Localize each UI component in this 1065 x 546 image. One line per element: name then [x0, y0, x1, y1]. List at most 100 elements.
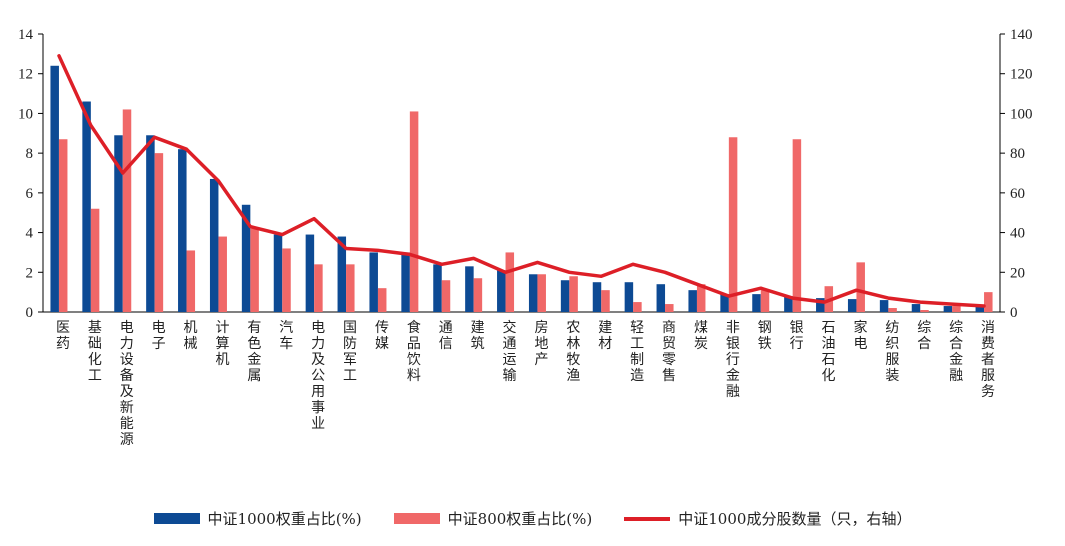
bar-series2 [537, 274, 546, 312]
legend-swatch-series1 [153, 513, 200, 524]
x-tick-label: 非银行金融 [726, 320, 740, 400]
bar-series2 [122, 109, 132, 312]
bar-series2 [409, 111, 419, 312]
y-tick-right-label: 120 [1010, 67, 1033, 83]
legend-label-series1: 中证1000权重占比(%) [207, 510, 362, 528]
x-tick-label: 钢铁 [758, 320, 772, 352]
bar-series1 [592, 282, 602, 312]
bar-series2 [633, 302, 642, 312]
x-tick-label: 机械 [184, 320, 198, 352]
x-tick-label: 电力及公用事业 [311, 320, 325, 432]
x-tick-label: 国防军工 [343, 320, 357, 384]
bar-series1 [975, 306, 985, 312]
combo-chart: 02468101214020406080100120140医药基础化工电力设备及… [18, 27, 1033, 448]
x-tick-label: 通信 [439, 320, 453, 352]
bar-series2 [154, 153, 164, 312]
x-tick-label: 综合 [917, 320, 931, 352]
bar-series1 [560, 280, 570, 312]
bar-series1 [688, 290, 697, 312]
bar-series1 [114, 135, 123, 312]
bar-series1 [720, 294, 729, 312]
y-tick-right-label: 60 [1010, 186, 1025, 202]
bar-series1 [879, 300, 889, 312]
legend-swatch-series2 [393, 513, 440, 524]
bar-series2 [760, 290, 770, 312]
x-tick-label: 纺织服装 [885, 320, 899, 384]
legend-label-series2: 中证800权重占比(%) [447, 510, 593, 528]
legend-item-series3: 中证1000成分股数量（只，右轴） [624, 508, 911, 529]
y-tick-right-label: 140 [1010, 27, 1033, 43]
bar-series1 [337, 236, 347, 312]
x-tick-label: 石油石化 [822, 320, 836, 384]
bar-series1 [847, 299, 857, 312]
y-tick-left-label: 12 [18, 67, 33, 83]
y-tick-left-label: 0 [26, 305, 34, 321]
y-tick-right-label: 40 [1010, 226, 1025, 242]
x-tick-label: 电子 [152, 320, 166, 352]
x-tick-label: 传媒 [375, 320, 389, 352]
x-tick-label: 家电 [853, 319, 867, 352]
bar-series1 [146, 135, 155, 312]
bar-series2 [728, 137, 738, 312]
bar-series2 [377, 288, 387, 312]
legend-item-series1: 中证1000权重占比(%) [153, 508, 362, 529]
bar-series2 [473, 278, 483, 312]
bar-series1 [656, 284, 666, 312]
bar-series1 [82, 101, 91, 312]
bar-series1 [433, 264, 442, 312]
bar-series1 [209, 178, 219, 312]
y-tick-left-label: 6 [26, 186, 34, 202]
y-tick-left-label: 14 [18, 27, 34, 43]
bar-series2 [696, 284, 706, 312]
bar-series1 [784, 296, 793, 312]
y-tick-left-label: 2 [26, 265, 34, 281]
bar-series2 [346, 264, 355, 312]
bar-series2 [665, 304, 674, 312]
bar-series2 [505, 252, 515, 312]
x-tick-label: 房地产 [534, 320, 548, 368]
legend-swatch-series3 [624, 516, 671, 521]
bar-series1 [241, 204, 251, 312]
bar-series1 [624, 282, 634, 312]
legend: 中证1000权重占比(%) 中证800权重占比(%) 中证1000成分股数量（只… [0, 508, 1065, 529]
bar-series2 [920, 310, 929, 312]
bar-series1 [752, 294, 761, 312]
bar-series2 [441, 280, 451, 312]
y-tick-left-label: 4 [26, 226, 34, 242]
bar-series1 [911, 304, 921, 312]
bar-series2 [314, 264, 323, 312]
legend-item-series2: 中证800权重占比(%) [393, 508, 593, 529]
bar-series1 [465, 266, 474, 312]
bar-series1 [305, 234, 315, 312]
x-tick-label: 轻工制造 [630, 320, 644, 384]
y-tick-right-label: 80 [1010, 146, 1025, 162]
bar-series1 [528, 274, 538, 312]
bar-series2 [952, 306, 961, 312]
x-tick-label: 建筑 [471, 320, 485, 352]
bar-series1 [816, 298, 825, 312]
x-tick-label: 医药 [56, 320, 70, 352]
x-tick-label: 基础化工 [88, 319, 102, 384]
bar-series1 [273, 234, 283, 312]
bar-series1 [401, 252, 410, 312]
y-tick-left-label: 8 [26, 146, 34, 162]
y-tick-right-label: 0 [1010, 305, 1018, 321]
x-tick-label: 银行 [790, 320, 804, 352]
bar-series2 [792, 139, 802, 312]
bar-series2 [218, 236, 227, 312]
x-tick-label: 食品饮料 [407, 319, 421, 384]
bar-series2 [186, 250, 196, 312]
bar-series2 [569, 276, 578, 312]
x-tick-label: 交通运输 [503, 319, 517, 384]
bar-series1 [497, 270, 506, 312]
x-tick-label: 农林牧渔 [566, 320, 580, 384]
x-tick-label: 有色金属 [247, 320, 261, 384]
bar-series1 [50, 65, 59, 313]
bar-series2 [856, 262, 865, 312]
bar-series2 [250, 228, 259, 312]
x-tick-label: 商贸零售 [662, 320, 676, 384]
bar-series1 [178, 149, 187, 312]
y-tick-right-label: 20 [1010, 265, 1025, 281]
line-series3 [57, 54, 986, 308]
y-tick-left-label: 10 [18, 106, 33, 122]
